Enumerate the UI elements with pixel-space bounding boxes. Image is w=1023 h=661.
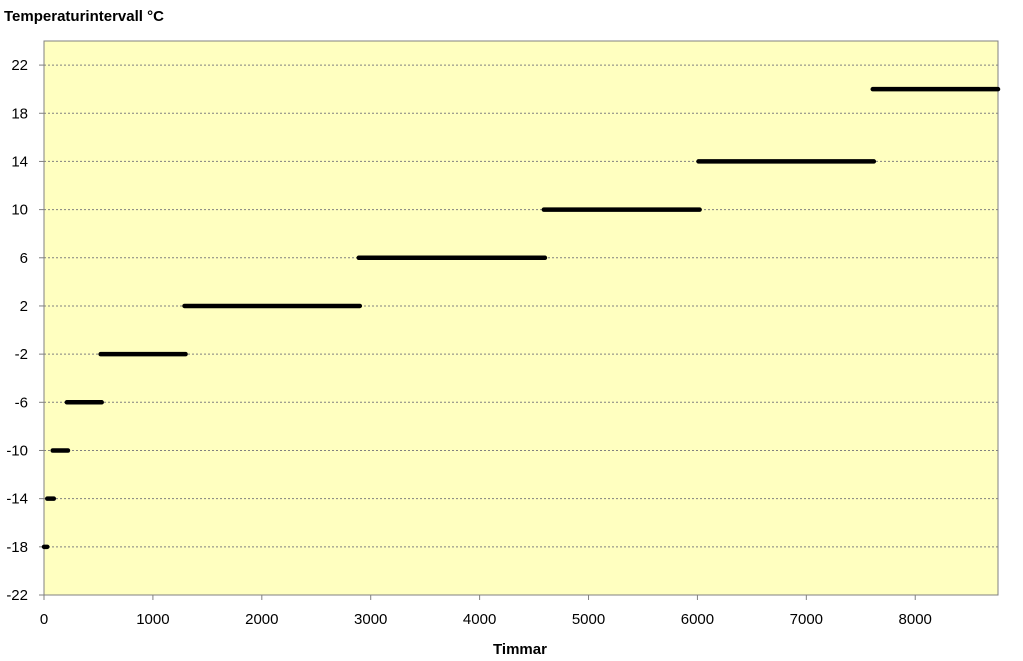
x-tick-label: 5000 [572, 611, 605, 628]
y-tick-label: -6 [15, 394, 28, 411]
y-tick-label: 6 [20, 250, 28, 267]
x-axis-title: Timmar [493, 641, 547, 658]
x-tick-label: 0 [40, 611, 48, 628]
y-axis-title: Temperaturintervall °C [4, 8, 164, 25]
x-tick-label: 2000 [245, 611, 278, 628]
data-segments [41, 86, 1001, 550]
y-tick-label: 10 [11, 202, 28, 219]
y-tick-label: -10 [6, 442, 28, 459]
y-tick-label: 2 [20, 298, 28, 315]
y-tick-label: 22 [11, 57, 28, 74]
y-tick-labels: 22 18 14 10 6 2 -2 -6 -10 -14 -18 -22 [6, 57, 44, 604]
x-tick-label: 3000 [354, 611, 387, 628]
plot-area [43, 40, 999, 596]
x-tick-label: 7000 [790, 611, 823, 628]
y-tick-label: -2 [15, 346, 28, 363]
y-tick-label: -14 [6, 491, 28, 508]
x-tick-labels: 0 1000 2000 3000 4000 5000 6000 7000 8000 [40, 595, 932, 628]
y-tick-label: -22 [6, 587, 28, 604]
y-tick-label: 18 [11, 105, 28, 122]
x-tick-label: 6000 [681, 611, 714, 628]
x-tick-label: 1000 [136, 611, 169, 628]
x-tick-label: 8000 [899, 611, 932, 628]
y-tick-label: 14 [11, 153, 28, 170]
x-tick-label: 4000 [463, 611, 496, 628]
y-tick-label: -18 [6, 539, 28, 556]
grid-lines [44, 64, 998, 548]
